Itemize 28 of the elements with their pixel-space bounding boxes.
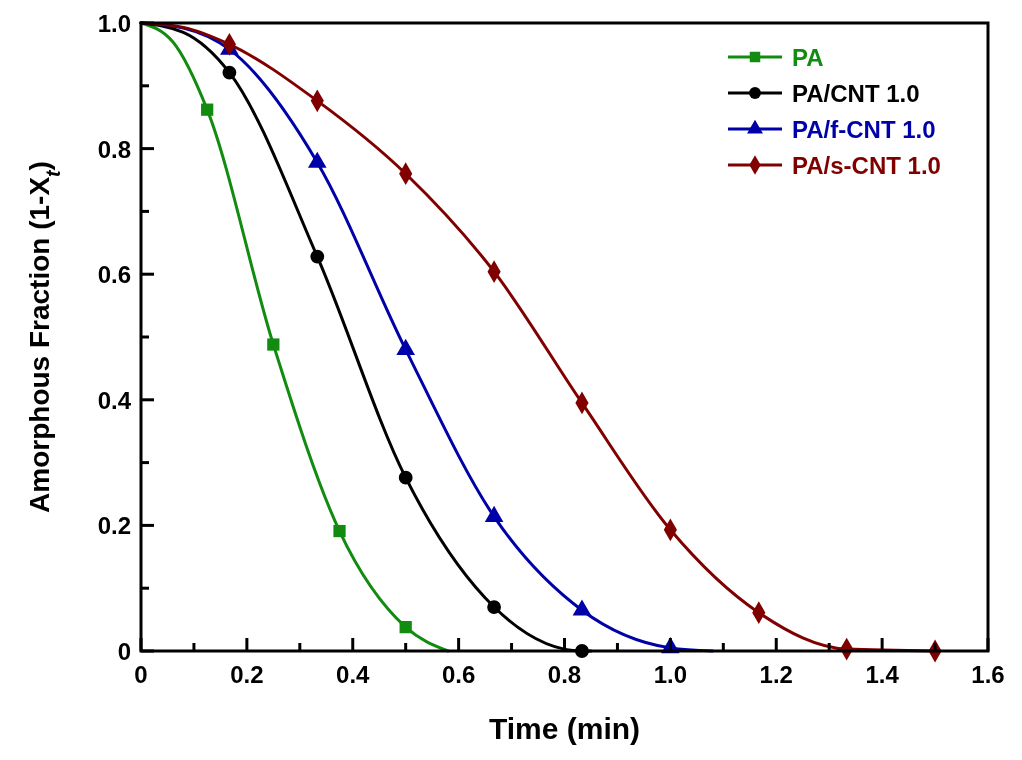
x-tick-label: 0.6 [441, 661, 476, 688]
point [398, 470, 413, 485]
y-tick-label: 0.6 [97, 261, 131, 289]
point [201, 103, 214, 116]
point [310, 249, 325, 264]
x-tick-label: 0 [134, 661, 148, 688]
legend-label: PA [792, 44, 824, 71]
legend-label: PA/s-CNT 1.0 [792, 152, 941, 179]
x-tick-label: 0.8 [547, 661, 582, 688]
y-tick-label: 0.8 [97, 135, 131, 163]
legend-label: PA/f-CNT 1.0 [792, 116, 936, 143]
point [487, 600, 501, 614]
point [267, 338, 280, 351]
x-tick-label: 1.0 [653, 661, 688, 688]
point [399, 621, 412, 634]
x-axis-title: Time (min) [488, 712, 641, 745]
point [333, 524, 346, 538]
x-tick-label: 0.2 [230, 661, 264, 688]
y-tick-label: 1.0 [97, 10, 131, 37]
y-tick-label: 0 [117, 638, 131, 665]
x-tick-label: 1.6 [971, 661, 1005, 688]
y-tick-label: 0.4 [97, 386, 132, 414]
legend-label: PA/CNT 1.0 [792, 80, 920, 107]
x-tick-label: 0.4 [336, 661, 371, 688]
point [222, 65, 237, 80]
x-tick-label: 1.2 [759, 661, 793, 688]
y-tick-label: 0.2 [97, 512, 131, 540]
x-tick-label: 1.4 [865, 661, 900, 688]
